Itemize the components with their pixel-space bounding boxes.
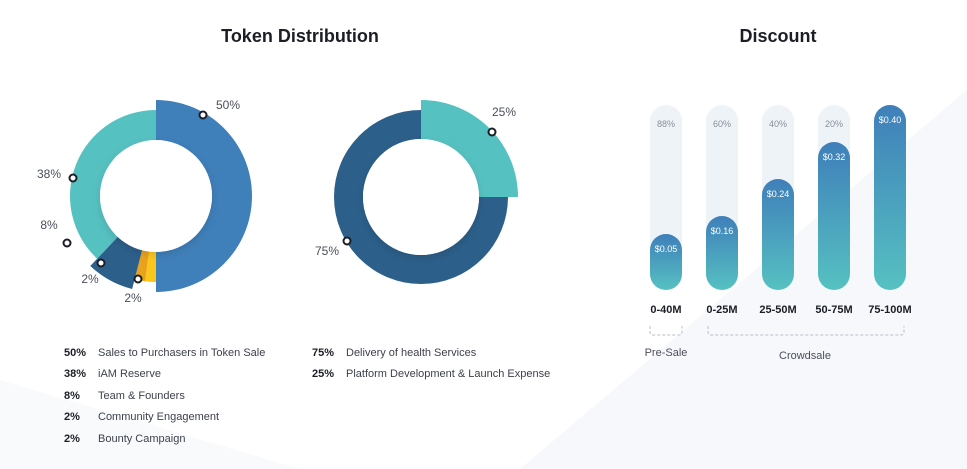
bar-price-label: $0.40 — [878, 115, 902, 125]
bar — [650, 234, 682, 290]
bar — [762, 179, 794, 290]
legend-text: Bounty Campaign — [98, 432, 186, 445]
legend-percent: 75% — [312, 346, 335, 359]
bar-discount-label: 60% — [712, 119, 731, 129]
bar-price-label: $0.32 — [822, 152, 846, 162]
bar — [706, 216, 738, 290]
token-distribution-donut: 50% 2% 2% 8% 38% — [37, 98, 252, 305]
legend-item: 2% Bounty Campaign — [64, 428, 265, 450]
legend-text: Community Engagement — [98, 411, 220, 424]
allocation-donut: 25% 75% — [315, 100, 518, 284]
slice-marker — [133, 274, 143, 284]
slice-1 — [334, 110, 508, 284]
slice-marker — [198, 110, 208, 120]
legend-percent: 2% — [64, 432, 80, 445]
legend-text: Delivery of health Services — [346, 346, 477, 359]
bar-category-label: 0-40M — [650, 304, 682, 316]
slice-percent-label: 25% — [492, 105, 516, 119]
slice-2 — [134, 250, 149, 282]
slice-percent-label: 8% — [40, 218, 58, 232]
legend-text: Sales to Purchasers in Token Sale — [98, 346, 266, 359]
slice-4 — [69, 110, 156, 259]
legend-percent: 2% — [64, 411, 80, 424]
slice-3 — [90, 236, 143, 289]
legend-item: 50% Sales to Purchasers in Token Sale — [64, 342, 265, 364]
bar-discount-label: 40% — [768, 119, 787, 129]
slice-marker — [487, 127, 497, 137]
bar-price-label: $0.05 — [654, 244, 678, 254]
discount-title: Discount — [739, 26, 817, 46]
slice-percent-label: 75% — [315, 244, 339, 258]
slice-percent-label: 50% — [216, 98, 240, 112]
bar-price-label: $0.16 — [710, 226, 734, 236]
slice-marker — [62, 238, 72, 248]
slice-percent-label: 2% — [124, 291, 142, 305]
bar-category-label: 50-75M — [815, 304, 853, 316]
bar-price-label: $0.24 — [766, 189, 790, 199]
allocation-legend: 75% Delivery of health Services 25% Platfor… — [312, 342, 550, 385]
slice-marker — [68, 173, 78, 183]
legend-percent: 8% — [64, 389, 80, 402]
slice-0 — [156, 100, 252, 292]
crowdsale-label: Crowdsale — [779, 350, 831, 362]
legend-item: 8% Team & Founders — [64, 385, 265, 407]
slice-0 — [421, 100, 518, 197]
token-distribution-legend: 50% Sales to Purchasers in Token Sale 38% i… — [64, 342, 265, 450]
legend-item: 75% Delivery of health Services — [312, 342, 550, 364]
donut-hole — [363, 139, 479, 255]
presale-label: Pre-Sale — [644, 347, 688, 359]
donut-hole — [100, 140, 212, 252]
bar — [818, 142, 850, 290]
bar-category-label: 25-50M — [759, 304, 797, 316]
bar-discount-label: 88% — [656, 119, 675, 129]
crowdsale-bracket — [707, 326, 905, 336]
slice-percent-label: 38% — [37, 167, 61, 181]
bar-category-label: 75-100M — [868, 304, 912, 316]
legend-percent: 25% — [312, 368, 335, 381]
slice-marker — [96, 258, 106, 268]
slice-percent-label: 2% — [81, 272, 99, 286]
bar — [874, 105, 906, 290]
legend-item: 2% Community Engagement — [64, 407, 265, 429]
legend-text: Team & Founders — [98, 389, 185, 402]
slice-marker — [342, 236, 352, 246]
legend-text: Platform Development & Launch Expense — [346, 368, 551, 381]
bar-discount-label: 20% — [824, 119, 843, 129]
legend-percent: 38% — [64, 368, 87, 381]
bar-category-label: 0-25M — [706, 304, 738, 316]
legend-item: 38% iAM Reserve — [64, 364, 265, 386]
token-distribution-title: Token Distribution — [221, 26, 379, 46]
legend-percent: 50% — [64, 346, 87, 359]
legend-item: 25% Platform Development & Launch Expense — [312, 364, 550, 386]
presale-bracket — [649, 326, 683, 336]
legend-text: iAM Reserve — [98, 368, 161, 381]
slice-1 — [145, 251, 156, 282]
